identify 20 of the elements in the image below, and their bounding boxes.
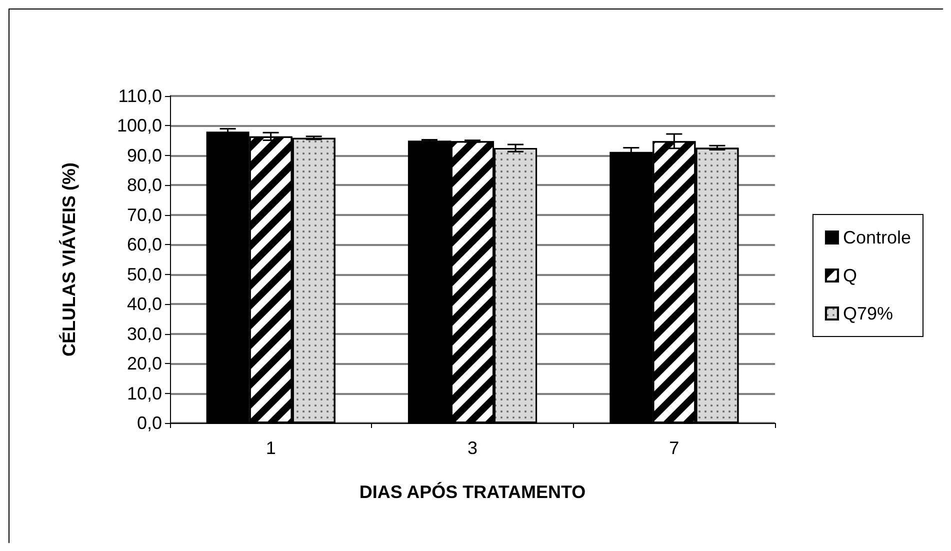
y-tick-label: 90,0: [126, 145, 162, 166]
x-tick-label: 7: [669, 438, 680, 458]
y-tick-label: 40,0: [126, 294, 162, 314]
y-tick-label: 110,0: [118, 86, 162, 106]
y-tick-label: 20,0: [126, 354, 162, 374]
legend-label: Q: [842, 266, 857, 286]
y-axis-title: CÉLULAS VIÁVEIS (%): [59, 162, 79, 357]
legend-label: Controle: [842, 228, 912, 248]
y-tick-label: 10,0: [126, 383, 162, 404]
y-tick-label: 80,0: [126, 175, 162, 196]
x-axis-title: DIAS APÓS TRATAMENTO: [359, 482, 586, 502]
y-tick-label: 0,0: [136, 413, 162, 433]
y-tick-label: 70,0: [126, 204, 162, 225]
y-tick-label: 100,0: [116, 116, 162, 136]
x-tick-label: 1: [266, 438, 276, 458]
legend-label: Q79%: [842, 304, 893, 324]
y-tick-label: 60,0: [126, 234, 162, 255]
y-tick-label: 30,0: [126, 324, 162, 344]
y-tick-label: 50,0: [126, 264, 162, 284]
x-tick-label: 3: [467, 438, 478, 458]
